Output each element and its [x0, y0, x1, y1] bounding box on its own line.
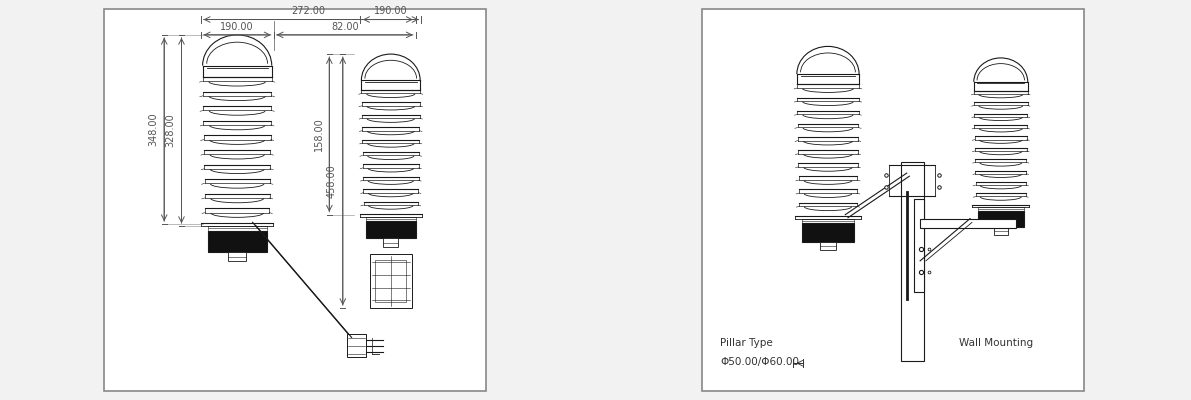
Bar [978, 211, 1024, 227]
Text: 348.00: 348.00 [149, 113, 158, 146]
FancyBboxPatch shape [104, 9, 486, 391]
Bar [375, 260, 406, 302]
Text: 458.00: 458.00 [328, 164, 337, 198]
Bar [900, 162, 924, 361]
Bar [366, 220, 416, 238]
Bar [207, 231, 267, 252]
Text: Φ50.00/Φ60.00: Φ50.00/Φ60.00 [721, 357, 799, 367]
Text: 272.00: 272.00 [292, 6, 325, 16]
Bar [921, 219, 1016, 228]
Text: 82.00: 82.00 [331, 22, 358, 32]
Text: 158.00: 158.00 [313, 118, 324, 151]
Bar [229, 252, 247, 262]
Bar [384, 238, 398, 247]
FancyBboxPatch shape [703, 9, 1084, 391]
Bar [369, 254, 412, 308]
Text: 328.00: 328.00 [166, 114, 176, 147]
Bar [821, 242, 836, 250]
Text: 190.00: 190.00 [374, 6, 407, 16]
Text: Wall Mounting: Wall Mounting [959, 338, 1033, 348]
Bar [915, 200, 924, 292]
Bar [347, 334, 366, 358]
Text: Pillar Type: Pillar Type [721, 338, 773, 348]
Text: 190.00: 190.00 [220, 22, 254, 32]
Bar [802, 223, 854, 242]
Bar [994, 227, 1008, 235]
